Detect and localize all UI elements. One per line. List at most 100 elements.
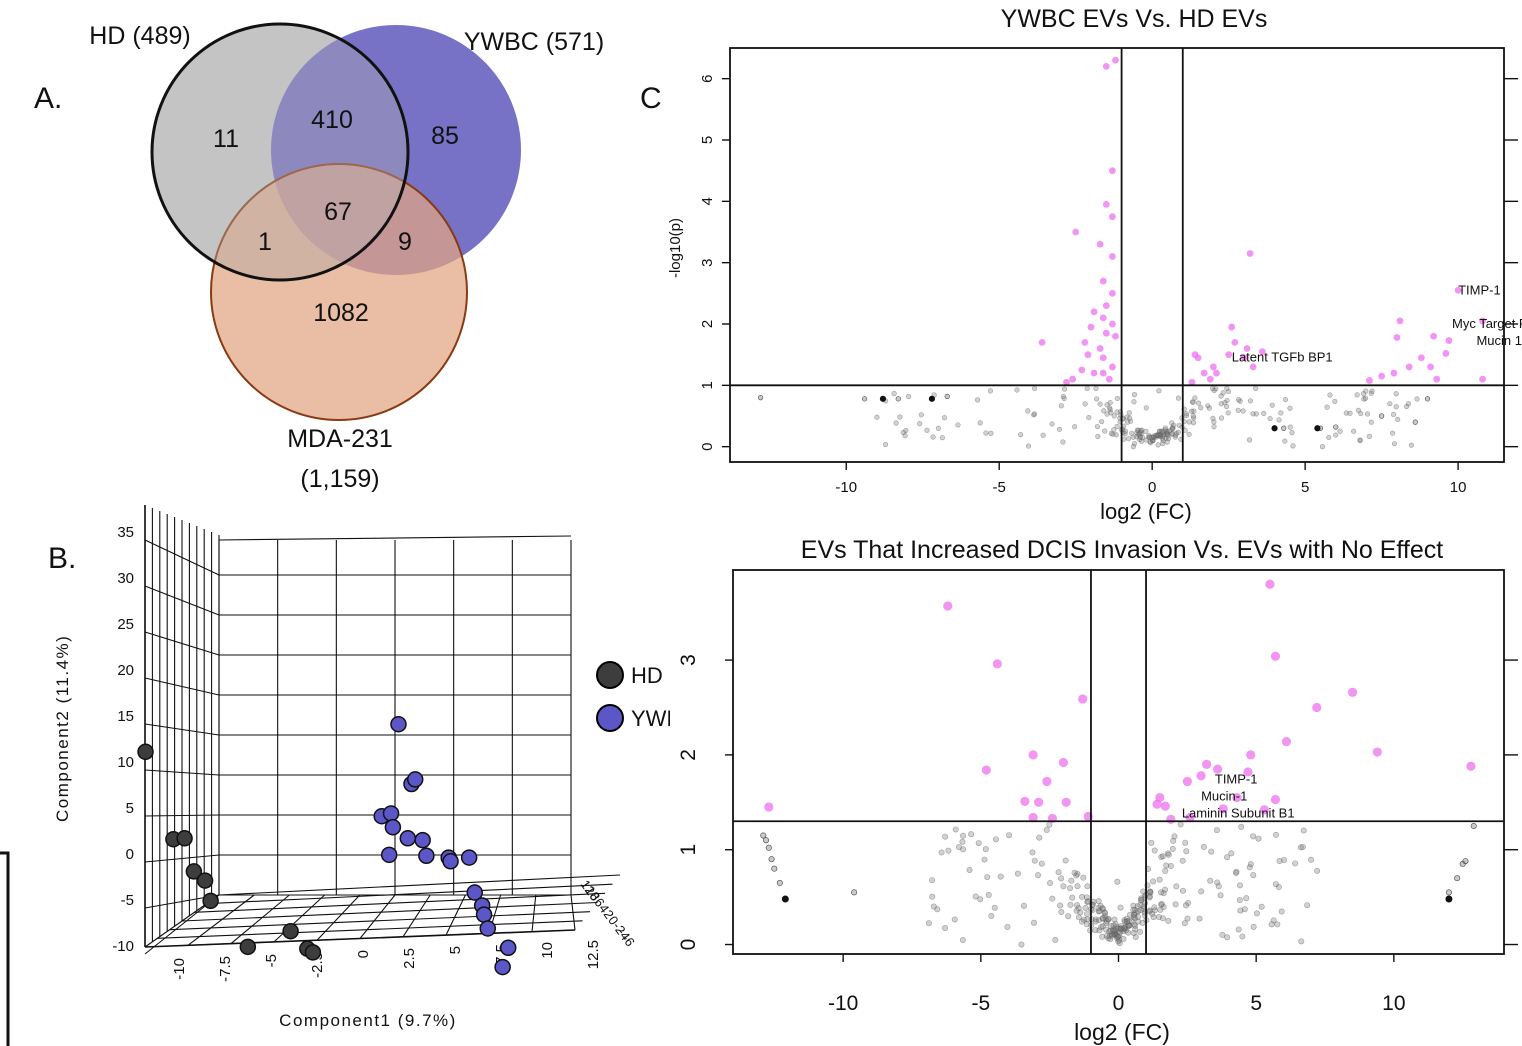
volcano-point-ns bbox=[977, 420, 983, 426]
venn-hd-label: HD (489) bbox=[89, 22, 190, 50]
volcano-point-ns bbox=[1126, 410, 1132, 416]
volcano-point-ns bbox=[1114, 933, 1121, 940]
volcano-point-ns bbox=[1379, 413, 1385, 419]
volcano-point-sig bbox=[1099, 369, 1107, 377]
volcano-point-ns bbox=[918, 412, 924, 418]
volcano-point-ns bbox=[1236, 397, 1242, 403]
volcano-point-ns bbox=[1172, 901, 1179, 908]
volcano-point-ns bbox=[959, 838, 966, 845]
volcano-annotation: TIMP-1 bbox=[1458, 282, 1501, 297]
venn-mda-label: MDA-231 bbox=[287, 425, 393, 453]
volcano-point-sig bbox=[1038, 339, 1046, 346]
volcano-point-ns bbox=[955, 422, 961, 428]
volcano-point-ns bbox=[987, 388, 994, 394]
volcano-point-ns bbox=[1052, 936, 1059, 943]
volcano-point-ns bbox=[1124, 419, 1131, 425]
volcano-point-ns bbox=[929, 877, 936, 884]
volcano-point-ns bbox=[1292, 860, 1299, 867]
volcano1-y-ticks: 0 1 2 3 4 5 6 bbox=[699, 74, 1518, 451]
volcano-point-ns bbox=[1276, 417, 1282, 423]
volcano-point-ns bbox=[939, 435, 945, 441]
volcano-point-ns bbox=[1368, 419, 1374, 425]
volcano-point-ns bbox=[1114, 395, 1120, 402]
volcano-point-ns bbox=[1347, 410, 1353, 416]
volcano-point-sig bbox=[1084, 351, 1092, 359]
pca-y-tick: 30 bbox=[117, 570, 134, 587]
volcano-point-ns bbox=[1255, 835, 1262, 842]
pca-legend-hd-label: HD bbox=[631, 663, 663, 688]
volcano-point-ns bbox=[1148, 434, 1155, 441]
volcano-point-ns bbox=[1108, 930, 1115, 937]
volcano-point-ns bbox=[1218, 393, 1224, 399]
volcano-point-ns bbox=[966, 866, 973, 873]
volcano-point-ns bbox=[1276, 857, 1283, 864]
pca-point-hd bbox=[176, 830, 193, 847]
volcano-point-ns bbox=[1191, 415, 1197, 421]
volcano-point-ns bbox=[851, 889, 858, 896]
volcano-point-ns bbox=[1157, 906, 1164, 913]
volcano-point-ns bbox=[1183, 848, 1190, 855]
pca-y-tick: -5 bbox=[121, 892, 134, 909]
pca-point-ywbc bbox=[380, 846, 398, 864]
venn-region-hd-ywbc: 410 bbox=[311, 106, 353, 134]
venn-diagram: HD (489) YWBC (571) MDA-231 (1,159) 11 4… bbox=[89, 22, 604, 493]
volcano-point-sig bbox=[1096, 345, 1104, 352]
volcano2-annotations: TIMP-1 Mucin-1 Laminin Subunit B1 bbox=[1182, 772, 1295, 821]
volcano1-y-axis-label: -log10(p) bbox=[667, 218, 684, 278]
volcano-point-ns bbox=[991, 904, 998, 911]
volcano-point-sig bbox=[1160, 801, 1170, 811]
volcano-point-ns bbox=[1282, 396, 1289, 403]
volcano-point-sig bbox=[1090, 369, 1098, 377]
volcano-point-ns bbox=[1196, 915, 1203, 922]
volcano-point-ns bbox=[1390, 411, 1397, 418]
volcano-point-ns bbox=[1280, 856, 1287, 863]
volcano-x-tick: 10 bbox=[1382, 992, 1405, 1015]
volcano-point-ns bbox=[988, 430, 994, 436]
volcano-point-sig bbox=[1249, 363, 1257, 371]
pca-y-axis-label: Component2 (11.4%) bbox=[53, 635, 72, 822]
volcano-point-ns bbox=[935, 425, 942, 431]
volcano-point-ns bbox=[1155, 442, 1161, 448]
volcano-point-ns bbox=[1049, 895, 1056, 902]
volcano1-sig-points bbox=[1038, 56, 1486, 386]
volcano-y-tick: 1 bbox=[699, 381, 716, 389]
venn-region-all: 67 bbox=[324, 198, 352, 226]
pca-x-tick: 10 bbox=[539, 942, 556, 959]
volcano-point-ns bbox=[1424, 396, 1431, 402]
volcano-point-sig bbox=[1228, 323, 1236, 331]
volcano-point-ns bbox=[1169, 425, 1176, 431]
volcano-point-ns bbox=[1058, 875, 1065, 882]
volcano-point-ns bbox=[1079, 918, 1086, 925]
volcano-point-ns bbox=[1107, 407, 1113, 413]
volcano-point-ns bbox=[1209, 385, 1216, 392]
volcano-point-sig bbox=[1270, 651, 1281, 661]
volcano-point-ns bbox=[1391, 441, 1398, 447]
venn-region-ywbc-mda: 9 bbox=[398, 228, 412, 256]
volcano-point-ns bbox=[1058, 909, 1065, 916]
volcano-point-ns bbox=[1278, 908, 1285, 915]
volcano1-title: YWBC EVs Vs. HD EVs bbox=[1001, 5, 1268, 33]
volcano-point-sig bbox=[1479, 375, 1486, 383]
volcano-point-ns bbox=[1267, 415, 1273, 422]
volcano-point-ns bbox=[906, 393, 912, 400]
volcano-point-sig bbox=[1246, 750, 1256, 760]
volcano-point-ns bbox=[960, 846, 967, 853]
volcano-point-ns bbox=[1272, 831, 1279, 838]
volcano-point-ns bbox=[1073, 907, 1080, 914]
pca-point-ywbc bbox=[384, 818, 402, 836]
volcano-point-sig bbox=[1209, 363, 1217, 371]
volcano-point-ns bbox=[925, 920, 932, 927]
volcano-point-ns bbox=[1111, 413, 1117, 419]
volcano2-y-ticks: 0 1 2 3 bbox=[677, 654, 1518, 950]
venn-mda-circle bbox=[210, 163, 468, 421]
volcano-x-tick: 0 bbox=[1148, 479, 1156, 496]
volcano-point-ns bbox=[897, 414, 903, 420]
volcano-point-sig bbox=[1396, 317, 1404, 325]
volcano-point-ns bbox=[972, 893, 979, 900]
volcano-point-ns bbox=[1395, 416, 1401, 423]
volcano-point-ns bbox=[992, 836, 999, 843]
volcano-point-ns bbox=[1236, 897, 1243, 904]
volcano-point-sig bbox=[1020, 796, 1030, 806]
pca-point-ywbc bbox=[390, 715, 407, 733]
